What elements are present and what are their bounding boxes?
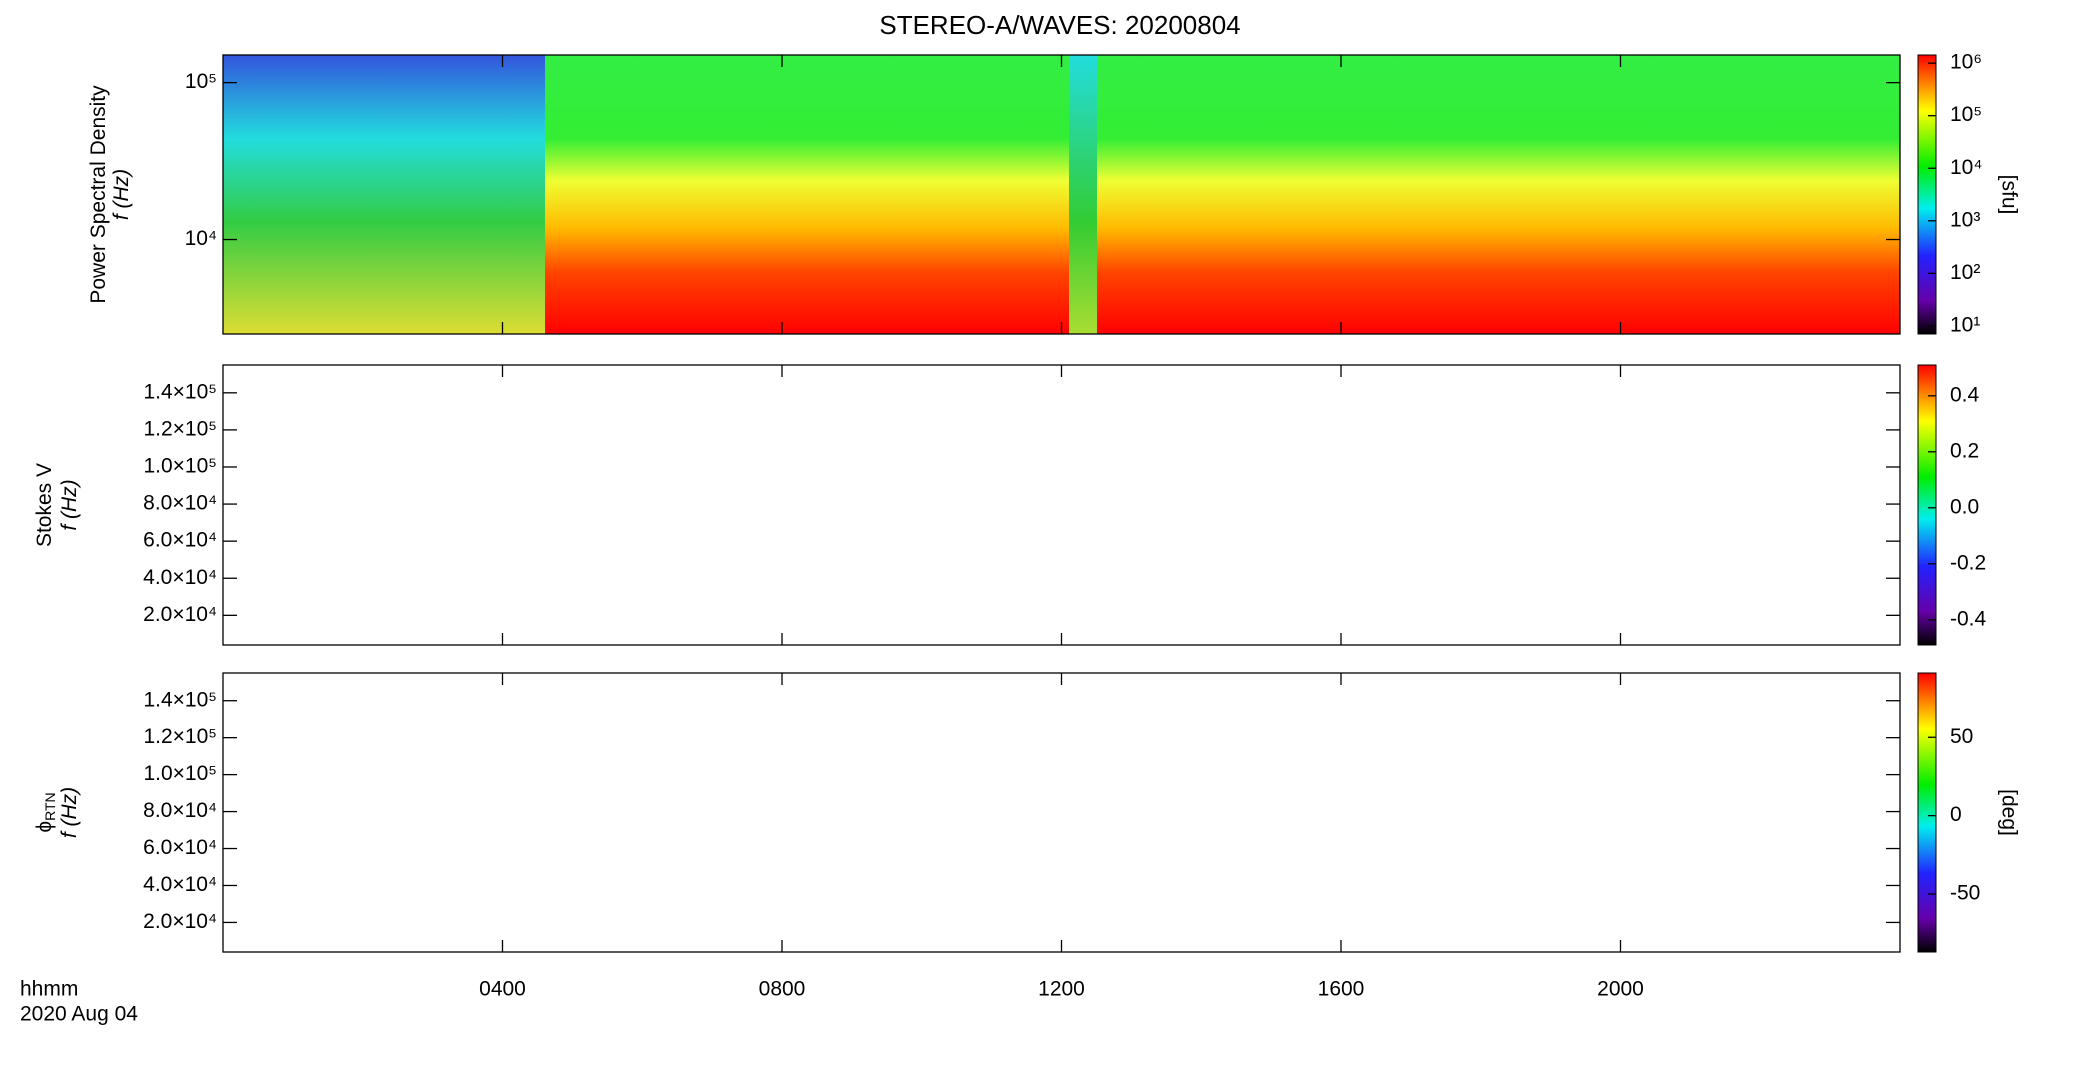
- x-tick-label: 0400: [479, 978, 526, 1001]
- x-tick-label: 2000: [1597, 978, 1644, 1001]
- y-axis-label-text: f (Hz): [58, 787, 81, 838]
- y-tick-label: 2.0×10⁴: [143, 603, 217, 626]
- colorbar-tick-label: 10¹: [1950, 313, 1980, 336]
- x-tick-label: 1200: [1038, 978, 1085, 1001]
- y-axis-label: f (Hz): [58, 787, 81, 838]
- colorbar-tick-label: 10³: [1950, 208, 1980, 231]
- colorbar-tick-label: 10²: [1950, 261, 1980, 284]
- colorbar-tick-label: 0.4: [1950, 383, 1980, 406]
- colorbar-tick-label: 50: [1950, 725, 1973, 748]
- y-tick-label: 10⁴: [185, 227, 217, 250]
- y-axis-label: Stokes V: [33, 463, 56, 547]
- chart-title: STEREO-A/WAVES: 20200804: [879, 10, 1240, 40]
- colorbar-tick-label: 0.2: [1950, 439, 1979, 462]
- y-tick-label: 8.0×10⁴: [143, 492, 217, 515]
- x-axis-label: hhmm: [20, 978, 78, 1001]
- y-axis-label-sub: RTN: [42, 792, 58, 821]
- colorbar-tick-label: 10⁵: [1950, 103, 1982, 126]
- y-axis-label: Power Spectral Density: [87, 85, 110, 304]
- x-tick-label: 1600: [1318, 978, 1365, 1001]
- x-axis-label: 2020 Aug 04: [20, 1003, 138, 1026]
- y-axis-label-text: f (Hz): [110, 169, 133, 220]
- y-axis-label-text: Stokes V: [33, 463, 56, 547]
- colorbar-tick-label: 10⁶: [1950, 51, 1982, 74]
- y-tick-label: 2.0×10⁴: [143, 910, 217, 933]
- y-tick-label: 1.2×10⁵: [143, 725, 217, 748]
- y-tick-label: 4.0×10⁴: [143, 873, 217, 896]
- colorbar-tick-label: -0.4: [1950, 607, 1987, 630]
- x-tick-label: 0800: [759, 978, 806, 1001]
- panel-frame: [222, 672, 1901, 953]
- colorbar: [1917, 672, 1937, 953]
- y-tick-label: 1.4×10⁵: [143, 380, 217, 403]
- y-axis-label-text: ϕ: [33, 821, 56, 833]
- colorbar-label: [deg]: [1997, 789, 2020, 836]
- colorbar-tick-label: -50: [1950, 882, 1980, 905]
- y-tick-label: 4.0×10⁴: [143, 566, 217, 589]
- spectrogram-quiet: [223, 55, 545, 334]
- y-axis-label: ϕRTN: [33, 792, 58, 832]
- y-axis-label: f (Hz): [110, 169, 133, 220]
- spectrogram-gap: [1069, 55, 1097, 334]
- panel-frame: [222, 364, 1901, 646]
- y-tick-label: 6.0×10⁴: [143, 529, 217, 552]
- colorbar-tick-label: 0: [1950, 803, 1962, 826]
- y-tick-label: 1.0×10⁵: [143, 455, 217, 478]
- y-tick-label: 1.0×10⁵: [143, 762, 217, 785]
- colorbar-tick-label: -0.2: [1950, 551, 1986, 574]
- y-axis-label-text: Power Spectral Density: [87, 85, 110, 304]
- colorbar-label: [sfu]: [1997, 175, 2020, 215]
- y-axis-label-text: f (Hz): [58, 479, 81, 530]
- colorbar: [1917, 364, 1937, 646]
- colorbar-tick-label: 0.0: [1950, 495, 1979, 518]
- y-tick-label: 1.2×10⁵: [143, 417, 217, 440]
- colorbar-tick-label: 10⁴: [1950, 156, 1982, 179]
- y-tick-label: 10⁵: [185, 70, 217, 93]
- y-tick-label: 6.0×10⁴: [143, 836, 217, 859]
- y-tick-label: 1.4×10⁵: [143, 688, 217, 711]
- colorbar: [1917, 54, 1937, 335]
- y-axis-label: f (Hz): [58, 479, 81, 530]
- y-tick-label: 8.0×10⁴: [143, 799, 217, 822]
